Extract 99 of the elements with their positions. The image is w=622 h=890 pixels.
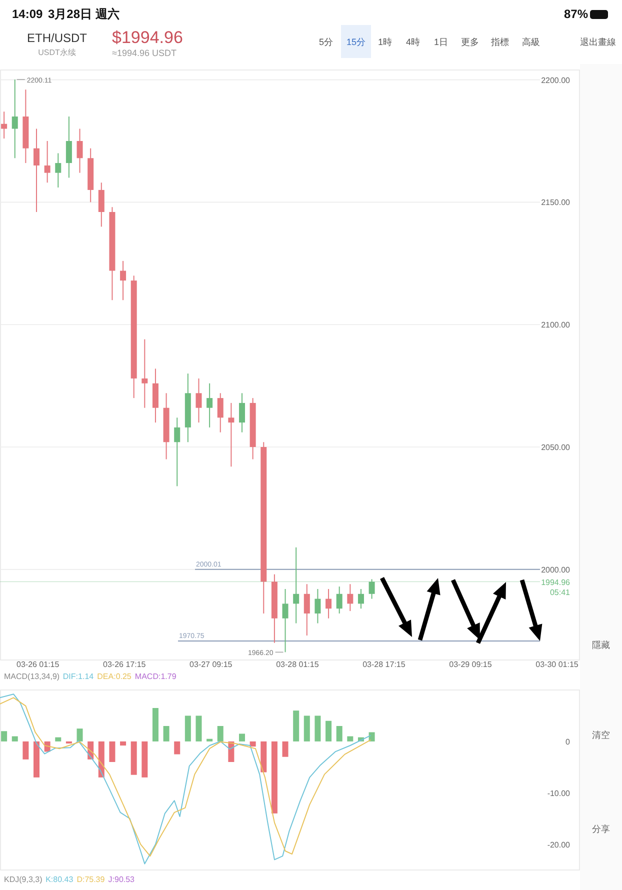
bar: [206, 738, 213, 742]
text: 隱藏: [592, 640, 610, 650]
candlestick: [1, 111, 8, 140]
candlestick: [358, 588, 364, 610]
candlestick: [142, 338, 148, 408]
y-tick-label: 2000.00: [541, 565, 571, 574]
candlestick: [239, 392, 246, 433]
bar: [12, 736, 18, 742]
text: 87%: [564, 7, 588, 21]
y-tick-label: 2150.00: [541, 198, 571, 208]
candlestick: [368, 578, 375, 600]
candlestick: [34, 128, 40, 212]
bar: [368, 732, 375, 742]
y-tick-label: 2200.00: [541, 76, 571, 85]
bar: [109, 741, 116, 762]
candlestick: [228, 402, 234, 468]
bar: [76, 728, 83, 742]
candlestick: [76, 128, 83, 174]
text: DIF:1.14: [62, 672, 94, 681]
bar: [142, 741, 148, 778]
bar: [1, 731, 8, 742]
bar: [163, 726, 170, 742]
candlestick: [196, 378, 202, 424]
text: DEA:0.25: [97, 672, 132, 681]
text: 4時: [406, 37, 420, 47]
candlestick: [12, 79, 18, 159]
candlestick: [293, 546, 300, 624]
candlestick: [98, 182, 104, 228]
text: KDJ(9,3,3): [4, 875, 43, 884]
candlestick: [314, 588, 321, 624]
candlestick: [174, 417, 180, 487]
text: 5分: [318, 37, 334, 47]
text: 指標: [490, 37, 509, 47]
candlestick: [206, 382, 213, 428]
y-tick-label: 0: [566, 737, 571, 746]
bar: [314, 716, 321, 742]
candlestick: [120, 260, 126, 301]
candlestick: [326, 588, 332, 619]
text: 15分: [346, 37, 366, 47]
candlestick: [44, 140, 50, 184]
text: D:75.39: [76, 875, 106, 884]
text: 更多: [461, 37, 479, 47]
x-tick-label: 03-28 17:15: [362, 660, 406, 669]
candlestick: [217, 392, 224, 433]
y-tick-label: -20.00: [547, 840, 571, 850]
text: 退出畫線: [580, 37, 616, 47]
text: ETH/USDT: [27, 31, 88, 45]
bar: [326, 720, 332, 742]
text: 3月28日 週六: [48, 7, 120, 21]
bar: [55, 737, 62, 742]
candlestick: [336, 586, 342, 614]
bar: [120, 741, 126, 746]
text: MACD:1.79: [134, 672, 177, 681]
bar: [304, 716, 310, 742]
x-tick-label: 03-30 01:15: [536, 660, 579, 669]
x-tick-label: 03-26 01:15: [16, 660, 60, 669]
y-tick-label: 2100.00: [541, 320, 571, 330]
bar: [271, 741, 278, 814]
bar: [347, 736, 354, 742]
bar: [98, 741, 104, 778]
bar: [260, 741, 267, 772]
x-tick-label: 03-26 17:15: [103, 660, 146, 669]
y-tick-label: 2050.00: [541, 443, 571, 452]
candlestick: [55, 152, 62, 188]
x-tick-label: 03-27 09:15: [190, 660, 233, 669]
text: 分享: [592, 824, 610, 834]
candlestick: [347, 584, 354, 612]
chart-title: MACD(13,34,9): [4, 672, 60, 681]
text: USDT永续: [38, 48, 76, 57]
ref-line-label: 1994.96: [541, 578, 571, 587]
x-tick-label: 03-29 09:15: [449, 660, 492, 669]
bar: [250, 741, 256, 747]
text: J:90.53: [108, 875, 136, 884]
bar: [196, 716, 202, 742]
text: 清空: [592, 730, 610, 740]
annotation: 05:41: [550, 588, 571, 597]
bar: [239, 734, 246, 742]
text: 高級: [522, 37, 540, 47]
bar: [174, 741, 180, 754]
text: $1994.96: [112, 28, 183, 47]
bar: [282, 741, 288, 757]
text: 14:09: [12, 7, 44, 21]
y-tick-label: -10.00: [547, 788, 571, 798]
bar: [34, 741, 40, 778]
candlestick: [66, 116, 72, 178]
text: K:80.43: [46, 875, 74, 884]
bar: [184, 716, 191, 742]
text: ≈1994.96 USDT: [112, 48, 177, 58]
bar: [22, 741, 29, 760]
candlestick: [282, 588, 288, 653]
bar: [152, 708, 158, 742]
candlestick: [304, 584, 310, 636]
x-tick-label: 03-28 01:15: [276, 660, 320, 669]
text: 1日: [434, 37, 448, 47]
bar: [130, 741, 137, 775]
bar: [336, 726, 342, 742]
bar: [293, 710, 300, 742]
bar: [217, 726, 224, 742]
text: 1時: [378, 37, 392, 47]
